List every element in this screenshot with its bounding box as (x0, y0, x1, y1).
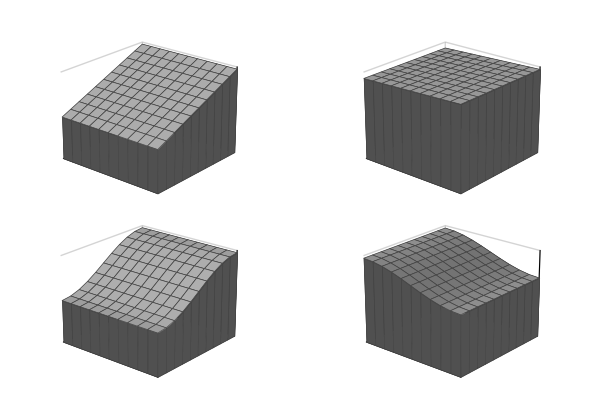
Text: Mode 2: Mode 2 (421, 215, 479, 229)
Text: Mode 1: Mode 1 (118, 215, 176, 229)
